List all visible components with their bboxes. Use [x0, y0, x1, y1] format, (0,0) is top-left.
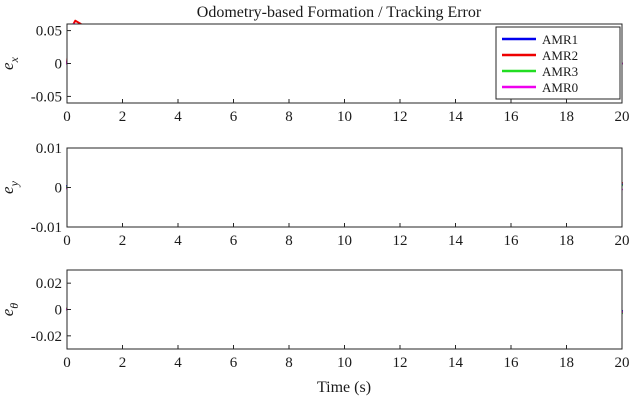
- x-tick-label: 12: [393, 233, 408, 249]
- y-tick-label: 0: [55, 181, 63, 197]
- x-tick-label: 8: [285, 355, 293, 371]
- y-tick-label: 0.01: [36, 141, 62, 157]
- x-tick-label: 8: [285, 233, 293, 249]
- y-tick-label: -0.01: [31, 220, 62, 236]
- x-tick-label: 16: [504, 355, 520, 371]
- x-tick-label: 4: [174, 233, 182, 249]
- y-tick-label: 0.05: [36, 24, 62, 40]
- subplots: 02468101214161820-0.0500.05ex02468101214…: [0, 19, 630, 371]
- x-tick-label: 6: [230, 233, 238, 249]
- x-tick-label: 18: [559, 355, 574, 371]
- x-tick-label: 20: [615, 355, 630, 371]
- axes-frame: [66, 147, 623, 228]
- x-tick-label: 2: [119, 355, 127, 371]
- x-tick-label: 10: [337, 109, 352, 125]
- y-axis-label: eθ: [0, 303, 21, 317]
- chart-title: Odometry-based Formation / Tracking Erro…: [197, 4, 482, 21]
- x-axis-label: Time (s): [317, 379, 371, 396]
- x-tick-label: 16: [504, 109, 520, 125]
- x-tick-label: 10: [337, 233, 352, 249]
- legend-label-amr0: AMR0: [542, 80, 578, 95]
- x-tick-label: 8: [285, 109, 293, 125]
- x-tick-label: 6: [230, 109, 238, 125]
- x-tick-label: 20: [615, 109, 630, 125]
- x-tick-label: 18: [559, 109, 574, 125]
- y-axis-label-base: e: [0, 186, 17, 194]
- x-tick-label: 16: [504, 233, 520, 249]
- y-tick-label: 0: [55, 57, 63, 73]
- y-axis-label-subscript: y: [7, 180, 21, 187]
- y-tick-label: 0: [55, 303, 63, 319]
- y-axis-label-subscript: x: [7, 56, 21, 63]
- axes-frame: [66, 269, 623, 350]
- legend-label-amr2: AMR2: [542, 48, 578, 63]
- x-tick-label: 0: [63, 233, 71, 249]
- y-tick-label: 0.02: [36, 276, 62, 292]
- y-axis-label-base: e: [0, 308, 17, 316]
- x-tick-label: 20: [615, 233, 630, 249]
- x-tick-label: 12: [393, 109, 408, 125]
- x-tick-label: 10: [337, 355, 352, 371]
- y-tick-label: -0.05: [31, 89, 62, 105]
- x-tick-label: 14: [448, 109, 464, 125]
- x-tick-label: 0: [63, 355, 71, 371]
- y-tick-label: -0.02: [31, 329, 62, 345]
- x-tick-label: 4: [174, 109, 182, 125]
- x-tick-label: 2: [119, 109, 127, 125]
- x-tick-label: 6: [230, 355, 238, 371]
- x-tick-label: 4: [174, 355, 182, 371]
- legend-label-amr3: AMR3: [542, 64, 578, 79]
- x-tick-label: 14: [448, 233, 464, 249]
- x-tick-label: 18: [559, 233, 574, 249]
- y-axis-label-base: e: [0, 62, 17, 70]
- y-axis-label: ey: [0, 180, 21, 194]
- y-axis-label-subscript: θ: [7, 303, 21, 309]
- x-tick-label: 0: [63, 109, 71, 125]
- legend-label-amr1: AMR1: [542, 32, 578, 47]
- x-tick-label: 2: [119, 233, 127, 249]
- x-tick-label: 12: [393, 355, 408, 371]
- y-axis-label: ex: [0, 56, 21, 70]
- x-tick-label: 14: [448, 355, 464, 371]
